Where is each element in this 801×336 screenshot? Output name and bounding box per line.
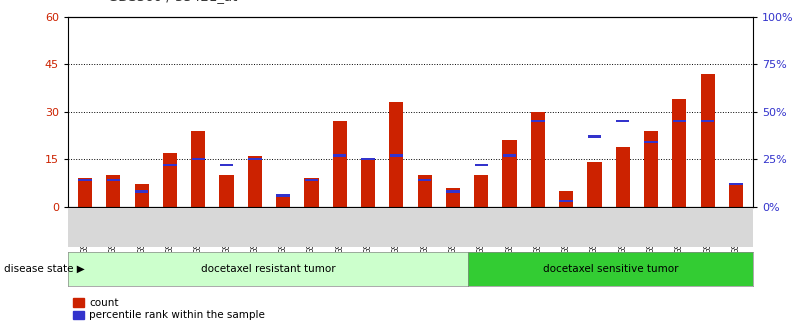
Bar	[248, 158, 262, 161]
Bar	[474, 175, 489, 207]
Bar	[163, 153, 177, 207]
Bar	[191, 158, 205, 161]
Bar	[559, 191, 574, 207]
Bar	[78, 179, 92, 181]
Bar	[701, 74, 714, 207]
Bar	[163, 164, 177, 166]
Legend: count, percentile rank within the sample: count, percentile rank within the sample	[74, 298, 265, 321]
Bar	[531, 112, 545, 207]
Bar	[417, 175, 432, 207]
Bar	[135, 190, 148, 193]
Bar	[729, 184, 743, 207]
Bar	[446, 190, 460, 193]
Bar	[418, 179, 432, 181]
Text: docetaxel sensitive tumor: docetaxel sensitive tumor	[542, 264, 678, 274]
Bar	[644, 131, 658, 207]
Bar	[531, 120, 545, 123]
Bar	[474, 164, 488, 166]
Bar	[135, 184, 149, 207]
Bar	[361, 159, 375, 207]
Bar	[701, 120, 714, 123]
Bar	[446, 187, 460, 207]
Bar	[644, 141, 658, 143]
Bar	[219, 164, 233, 166]
Bar	[332, 121, 347, 207]
Bar	[672, 99, 686, 207]
Bar	[248, 156, 262, 207]
Bar	[333, 154, 347, 157]
Bar	[503, 154, 517, 157]
Bar	[219, 175, 234, 207]
Bar	[191, 131, 205, 207]
Text: disease state ▶: disease state ▶	[4, 264, 85, 274]
Text: docetaxel resistant tumor: docetaxel resistant tumor	[200, 264, 335, 274]
Text: GDS360 / 35421_at: GDS360 / 35421_at	[108, 0, 238, 3]
Bar	[276, 194, 290, 197]
Bar	[559, 200, 573, 202]
Bar	[107, 179, 120, 181]
Bar	[304, 179, 318, 181]
Bar	[729, 182, 743, 185]
Bar	[107, 175, 120, 207]
Bar	[616, 146, 630, 207]
Bar	[389, 154, 403, 157]
Bar	[587, 162, 602, 207]
Bar	[616, 120, 630, 123]
Bar	[304, 178, 319, 207]
Bar	[588, 135, 602, 138]
Bar	[502, 140, 517, 207]
Bar	[361, 158, 375, 161]
Bar	[673, 120, 686, 123]
Bar	[78, 178, 92, 207]
Bar	[276, 194, 290, 207]
Bar	[389, 102, 404, 207]
